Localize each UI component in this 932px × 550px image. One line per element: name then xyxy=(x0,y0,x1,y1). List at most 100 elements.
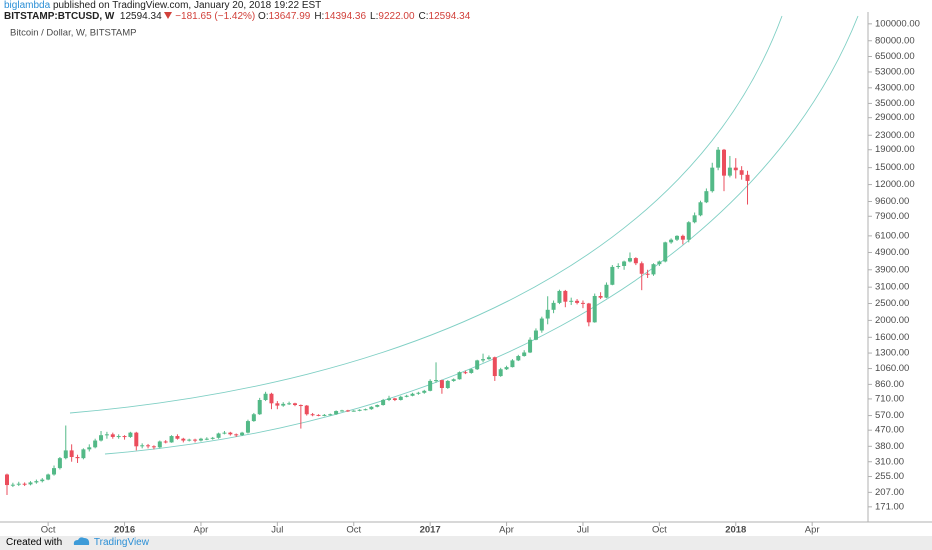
candle-body xyxy=(616,265,621,267)
x-tick-label: Jul xyxy=(577,525,589,536)
candle-body xyxy=(63,450,68,459)
candle-body xyxy=(304,405,309,415)
y-tick-label: 4900.00 xyxy=(875,247,909,258)
candle-body xyxy=(645,273,650,275)
y-tick-label: 7900.00 xyxy=(875,211,909,222)
candle-body xyxy=(516,356,521,361)
channel-upper xyxy=(69,15,783,414)
candle-body xyxy=(28,482,33,485)
candle-body xyxy=(492,357,497,377)
candle-body xyxy=(169,436,174,443)
author: biglambda xyxy=(4,0,51,11)
candle-body xyxy=(281,403,286,406)
candle-body xyxy=(310,414,315,416)
candle-body xyxy=(57,458,62,469)
candle-body xyxy=(398,396,403,400)
ohlc-label: H: xyxy=(314,11,325,22)
y-tick-label: 380.00 xyxy=(875,441,904,452)
candle-body xyxy=(22,483,27,485)
candle-body xyxy=(404,395,409,397)
y-tick-label: 9600.00 xyxy=(875,196,909,207)
candle-body xyxy=(533,330,538,340)
candle-body xyxy=(434,380,439,382)
candle-body xyxy=(475,360,480,370)
candle-body xyxy=(545,309,550,319)
candle-body xyxy=(651,264,656,275)
candle-body xyxy=(392,398,397,400)
logo xyxy=(73,537,90,545)
candle-body xyxy=(222,432,227,434)
candle-body xyxy=(387,398,392,400)
candle-body xyxy=(181,438,186,441)
x-tick-label: 2017 xyxy=(420,525,441,536)
candle-body xyxy=(457,372,462,380)
candle-body xyxy=(339,410,344,412)
candle-body xyxy=(498,369,503,377)
candle-body xyxy=(334,411,339,415)
candle-body xyxy=(727,167,732,176)
candle-body xyxy=(251,414,256,422)
candle-body xyxy=(216,433,221,438)
candle-body xyxy=(140,445,145,447)
candle-body xyxy=(598,295,603,298)
chart-title: Bitcoin / Dollar, W, BITSTAMP xyxy=(10,28,137,39)
candle-body xyxy=(204,438,209,440)
published: published on TradingView.com, January 20… xyxy=(52,0,322,11)
candle-body xyxy=(128,432,133,437)
x-tick-label: 2018 xyxy=(725,525,746,536)
candle-body xyxy=(210,437,215,439)
candle-body xyxy=(298,405,303,407)
candle-body xyxy=(551,302,556,310)
candle-body xyxy=(445,380,450,388)
candle-body xyxy=(69,450,74,457)
x-tick-label: Oct xyxy=(346,525,361,536)
x-tick-label: Jul xyxy=(271,525,283,536)
candle-body xyxy=(257,399,262,415)
footer: Created with TradingView xyxy=(0,536,932,550)
change: −181.65 (−1.42%) xyxy=(175,11,256,22)
candle-body xyxy=(416,392,421,394)
candle-body xyxy=(674,235,679,240)
y-tick-label: 207.00 xyxy=(875,487,904,498)
candle-body xyxy=(16,483,21,485)
candle-body xyxy=(175,436,180,439)
candle-body xyxy=(439,380,444,388)
y-tick-label: 2000.00 xyxy=(875,315,909,326)
y-tick-label: 1600.00 xyxy=(875,332,909,343)
y-tick-label: 15000.00 xyxy=(875,162,915,173)
ohlc-value: 12594.34 xyxy=(428,11,471,22)
ohlc-value: 13647.99 xyxy=(268,11,311,22)
down-arrow xyxy=(164,12,173,19)
y-tick-label: 570.00 xyxy=(875,410,904,421)
y-tick-label: 29000.00 xyxy=(875,112,915,123)
y-tick-label: 100000.00 xyxy=(875,18,920,29)
candle-body xyxy=(633,258,638,264)
candle-body xyxy=(663,242,668,262)
candle-body xyxy=(528,339,533,353)
candle-body xyxy=(240,432,245,436)
candle-body xyxy=(481,359,486,361)
brand: TradingView xyxy=(93,537,149,548)
ohlc-label: L: xyxy=(370,11,379,22)
ohlc-label: C: xyxy=(418,11,429,22)
y-tick-label: 310.00 xyxy=(875,456,904,467)
publish-line: biglambda published on TradingView.com, … xyxy=(4,0,321,11)
candle-body xyxy=(228,432,233,435)
candle-body xyxy=(163,441,168,443)
ohlc-label: O: xyxy=(258,11,269,22)
y-tick-label: 710.00 xyxy=(875,393,904,404)
candle-body xyxy=(292,403,297,406)
ohlc-value: 14394.36 xyxy=(324,11,367,22)
candle-body xyxy=(657,261,662,265)
candle-body xyxy=(622,261,627,266)
candle-body xyxy=(569,300,574,302)
candle-body xyxy=(627,258,632,262)
candle-body xyxy=(122,436,127,438)
y-tick-label: 255.00 xyxy=(875,471,904,482)
candle-body xyxy=(87,447,92,450)
candle-body xyxy=(10,484,15,486)
candle-body xyxy=(275,403,280,406)
candle-body xyxy=(328,414,333,416)
candle-body xyxy=(451,379,456,381)
x-tick-label: Oct xyxy=(652,525,667,536)
